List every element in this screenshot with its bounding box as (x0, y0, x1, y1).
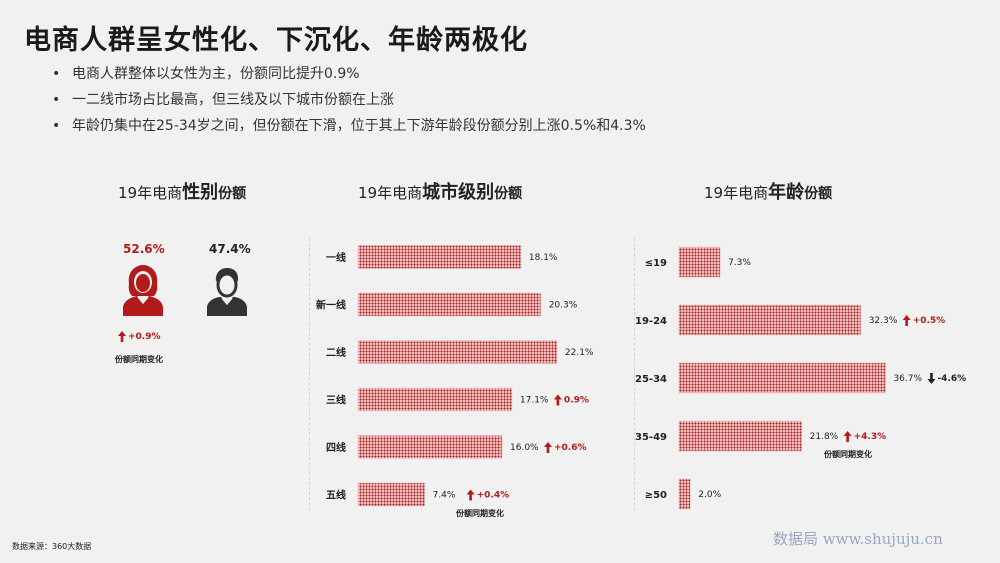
panel-divider (634, 238, 635, 510)
category-label: 新一线 (316, 299, 346, 312)
page-title: 电商人群呈女性化、下沉化、年龄两极化 (24, 25, 528, 56)
value-label: 36.7% (893, 374, 922, 384)
bar (678, 304, 861, 336)
bar (357, 245, 522, 269)
city-title-suffix: 份额 (494, 186, 523, 202)
male-user-icon (207, 268, 247, 316)
arrow-down-icon (927, 373, 936, 384)
category-label: 25-34 (635, 374, 667, 385)
city-title-em: 城市级别 (422, 182, 495, 203)
arrow-up-icon (544, 442, 552, 453)
bar (357, 387, 513, 412)
age-change-note: 份额同期变化 (824, 450, 872, 459)
watermark: 数据局 www.shujuju.cn (773, 530, 943, 548)
arrow-up-icon (466, 489, 475, 501)
bar (357, 435, 503, 459)
value-label: 2.0% (698, 490, 721, 500)
bar (678, 246, 721, 278)
gender-title-em: 性别 (182, 182, 219, 203)
bar (678, 420, 802, 452)
bar (357, 482, 425, 507)
category-label: 35-49 (635, 432, 667, 443)
value-label: 20.3% (549, 301, 578, 311)
age-title-suffix: 份额 (804, 186, 833, 202)
category-label: 一线 (326, 251, 346, 264)
change-label: +0.4% (477, 491, 510, 501)
arrow-up-icon (843, 431, 852, 442)
summary-bullets: 电商人群整体以女性为主，份额同比提升0.9% 一二线市场占比最高，但三线及以下城… (52, 64, 646, 142)
value-label: 22.1% (565, 348, 594, 358)
change-label: +4.3% (854, 432, 887, 442)
category-label: ≤19 (645, 258, 667, 269)
value-label: 32.3% (869, 316, 898, 326)
age-title-em: 年龄 (768, 182, 805, 203)
gender-change-note: 份额同期变化 (115, 355, 163, 364)
bar (357, 340, 558, 364)
bar (357, 292, 541, 317)
city-panel-title: 19年电商城市级别份额 (358, 178, 522, 204)
value-label: 18.1% (529, 253, 558, 263)
category-label: 19-24 (635, 316, 667, 327)
bullet-item: 一二线市场占比最高，但三线及以下城市份额在上涨 (52, 90, 646, 116)
category-label: 五线 (326, 489, 346, 502)
age-title-prefix: 19年电商 (704, 184, 769, 202)
age-share-chart: ≤19 7.3% 19-24 32.3% +0.5% 25-34 36.7% -4.6% 35-… (635, 246, 966, 510)
female-share-change: +0.9% (118, 331, 161, 342)
city-share-chart: 一线 18.1% 新一线 20.3% 二线 22.1% 三线 17.1% 0.9% 四线 16.0%… (316, 245, 594, 507)
arrow-up-icon (118, 331, 126, 342)
value-label: 17.1% (520, 396, 549, 406)
change-label: +0.6% (554, 443, 587, 453)
bar (678, 362, 886, 394)
bullet-item: 电商人群整体以女性为主，份额同比提升0.9% (52, 64, 646, 90)
value-label: 7.3% (728, 258, 751, 268)
gender-title-prefix: 19年电商 (118, 184, 183, 202)
bullet-item: 年龄仍集中在25-34岁之间，但份额在下滑，位于其上下游年龄段份额分别上涨0.5… (52, 116, 646, 142)
city-change-note: 份额同期变化 (456, 509, 504, 518)
data-source: 数据来源：360大数据 (12, 542, 92, 551)
panel-divider (309, 238, 310, 510)
category-label: ≥50 (645, 490, 667, 501)
value-label: 7.4% (433, 491, 456, 501)
category-label: 四线 (326, 441, 346, 454)
female-user-icon (123, 265, 163, 316)
arrow-up-icon (553, 394, 562, 406)
female-change-value: +0.9% (128, 331, 161, 342)
category-label: 三线 (326, 394, 346, 407)
age-panel-title: 19年电商年龄份额 (704, 178, 832, 204)
female-share: 52.6% (123, 242, 165, 256)
arrow-up-icon (902, 315, 911, 326)
city-title-prefix: 19年电商 (358, 184, 423, 202)
bar (678, 478, 691, 510)
value-label: 21.8% (810, 432, 839, 442)
gender-panel-title: 19年电商性别份额 (118, 178, 246, 204)
change-label: -4.6% (937, 374, 966, 384)
value-label: 16.0% (510, 443, 539, 453)
category-label: 二线 (326, 346, 346, 359)
male-share: 47.4% (209, 242, 251, 256)
gender-title-suffix: 份额 (218, 186, 247, 202)
change-label: 0.9% (564, 396, 589, 406)
change-label: +0.5% (913, 316, 946, 326)
